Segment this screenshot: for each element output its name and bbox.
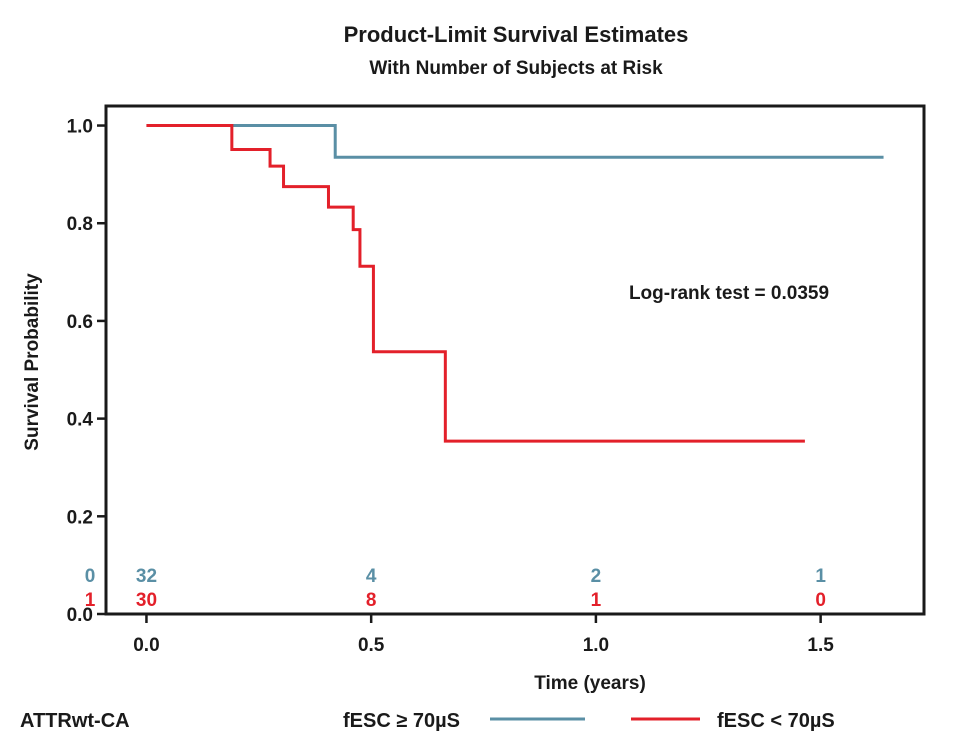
survival-curve-high bbox=[146, 124, 884, 159]
legend-label-low: fESC < 70µS bbox=[717, 710, 835, 732]
x-tick-label: 1.0 bbox=[583, 635, 609, 656]
y-tick-label: 0.8 bbox=[67, 214, 93, 235]
at-risk-count: 8 bbox=[366, 590, 377, 611]
at-risk-count: 30 bbox=[136, 590, 157, 611]
at-risk-count: 2 bbox=[591, 566, 602, 587]
legend: fESC ≥ 70µS fESC < 70µS bbox=[343, 710, 835, 732]
x-tick-label: 1.5 bbox=[807, 635, 834, 656]
survival-curves bbox=[146, 124, 884, 443]
at-risk-table: 0 32 4 2 1 1 30 8 1 0 bbox=[85, 566, 827, 611]
plot-frame bbox=[104, 104, 926, 616]
at-risk-count: 1 bbox=[591, 590, 602, 611]
risk-row-label: 1 bbox=[85, 590, 96, 611]
at-risk-count: 1 bbox=[815, 566, 826, 587]
at-risk-count: 4 bbox=[366, 566, 377, 587]
y-tick-label: 0.4 bbox=[67, 410, 94, 431]
at-risk-count: 32 bbox=[136, 566, 157, 587]
x-axis: 0.0 0.5 1.0 1.5 bbox=[133, 614, 834, 656]
risk-row-label: 0 bbox=[85, 566, 96, 587]
y-tick-label: 0.2 bbox=[67, 507, 93, 528]
log-rank-annotation: Log-rank test = 0.0359 bbox=[629, 283, 829, 304]
chart-subtitle: With Number of Subjects at Risk bbox=[369, 58, 663, 79]
y-tick-label: 1.0 bbox=[67, 117, 93, 138]
group-label: ATTRwt-CA bbox=[20, 710, 130, 732]
y-axis: 0.0 0.2 0.4 0.6 0.8 1.0 bbox=[67, 117, 106, 626]
x-axis-label: Time (years) bbox=[534, 673, 646, 694]
y-axis-label: Survival Probability bbox=[22, 273, 43, 451]
x-tick-label: 0.0 bbox=[133, 635, 159, 656]
x-tick-label: 0.5 bbox=[358, 635, 385, 656]
at-risk-count: 0 bbox=[815, 590, 826, 611]
y-tick-label: 0.0 bbox=[67, 605, 93, 626]
y-tick-label: 0.6 bbox=[67, 312, 93, 333]
legend-label-high: fESC ≥ 70µS bbox=[343, 710, 460, 732]
survival-curve-low bbox=[146, 124, 805, 443]
chart-title: Product-Limit Survival Estimates bbox=[344, 22, 689, 47]
